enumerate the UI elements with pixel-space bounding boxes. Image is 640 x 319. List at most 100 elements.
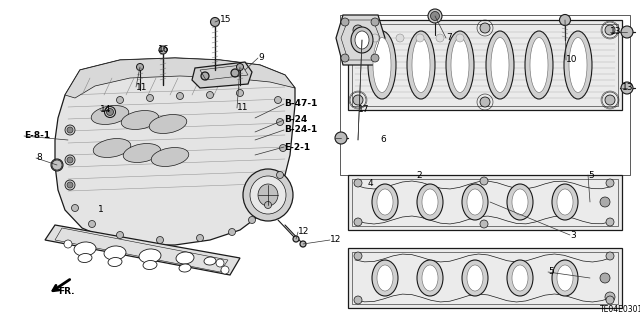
Ellipse shape (237, 90, 243, 97)
Text: TE04E0301: TE04E0301 (600, 305, 640, 314)
Text: E-2-1: E-2-1 (284, 143, 310, 152)
Text: 13: 13 (622, 84, 634, 93)
Ellipse shape (606, 252, 614, 260)
Ellipse shape (605, 25, 615, 35)
Text: 9: 9 (258, 54, 264, 63)
Ellipse shape (436, 34, 444, 42)
Ellipse shape (606, 179, 614, 187)
Text: 14: 14 (100, 106, 111, 115)
Ellipse shape (121, 111, 159, 130)
Ellipse shape (207, 92, 214, 99)
Text: 11: 11 (237, 103, 248, 113)
Ellipse shape (480, 177, 488, 185)
Ellipse shape (157, 236, 163, 243)
Ellipse shape (480, 97, 490, 107)
Ellipse shape (280, 145, 287, 152)
Ellipse shape (221, 266, 229, 274)
Ellipse shape (512, 189, 528, 215)
Polygon shape (348, 175, 622, 230)
Ellipse shape (417, 184, 443, 220)
Text: 15: 15 (220, 16, 232, 25)
Ellipse shape (176, 252, 194, 264)
Ellipse shape (446, 31, 474, 99)
Ellipse shape (351, 27, 373, 53)
Ellipse shape (416, 34, 424, 42)
Ellipse shape (371, 18, 379, 26)
Ellipse shape (92, 106, 129, 124)
Ellipse shape (605, 95, 615, 105)
Ellipse shape (428, 9, 442, 23)
Ellipse shape (276, 118, 284, 125)
Text: E-8-1: E-8-1 (24, 131, 50, 140)
Ellipse shape (179, 264, 191, 272)
Ellipse shape (600, 273, 610, 283)
Ellipse shape (104, 107, 115, 117)
Ellipse shape (525, 31, 553, 99)
Ellipse shape (431, 11, 440, 20)
Ellipse shape (467, 189, 483, 215)
Text: 5: 5 (548, 268, 554, 277)
Ellipse shape (371, 54, 379, 62)
Ellipse shape (621, 82, 633, 94)
Text: B-47-1: B-47-1 (284, 100, 317, 108)
Ellipse shape (600, 197, 610, 207)
Ellipse shape (552, 260, 578, 296)
Ellipse shape (143, 261, 157, 270)
Ellipse shape (557, 189, 573, 215)
Ellipse shape (74, 242, 96, 256)
Ellipse shape (88, 220, 95, 227)
Text: B-24-1: B-24-1 (284, 125, 317, 135)
Ellipse shape (136, 63, 143, 70)
Ellipse shape (373, 38, 391, 93)
Polygon shape (55, 58, 295, 245)
Text: 17: 17 (358, 106, 369, 115)
Ellipse shape (507, 184, 533, 220)
Ellipse shape (552, 184, 578, 220)
Polygon shape (348, 20, 622, 110)
Polygon shape (348, 248, 622, 308)
Ellipse shape (231, 69, 239, 77)
Polygon shape (45, 225, 240, 275)
Ellipse shape (116, 232, 124, 239)
Ellipse shape (564, 31, 592, 99)
Ellipse shape (480, 220, 488, 228)
Text: 6: 6 (380, 136, 386, 145)
Ellipse shape (64, 240, 72, 248)
Ellipse shape (422, 189, 438, 215)
Ellipse shape (417, 260, 443, 296)
Ellipse shape (250, 176, 286, 214)
Text: B-24: B-24 (284, 115, 307, 124)
Ellipse shape (275, 97, 282, 103)
Text: 4: 4 (368, 179, 374, 188)
Ellipse shape (355, 31, 369, 49)
Ellipse shape (67, 127, 73, 133)
Text: 7: 7 (446, 33, 452, 42)
Ellipse shape (67, 182, 73, 188)
Ellipse shape (486, 31, 514, 99)
Ellipse shape (67, 157, 73, 163)
Ellipse shape (147, 94, 154, 101)
Ellipse shape (216, 259, 224, 267)
Ellipse shape (368, 31, 396, 99)
Ellipse shape (67, 127, 74, 133)
Ellipse shape (507, 260, 533, 296)
Ellipse shape (116, 97, 124, 103)
Ellipse shape (159, 46, 167, 54)
Ellipse shape (124, 144, 161, 162)
Ellipse shape (65, 125, 75, 135)
Ellipse shape (65, 180, 75, 190)
Ellipse shape (276, 172, 284, 179)
Ellipse shape (412, 38, 430, 93)
Text: 10: 10 (566, 56, 577, 64)
Ellipse shape (67, 182, 74, 189)
Ellipse shape (491, 38, 509, 93)
Ellipse shape (93, 138, 131, 158)
Ellipse shape (293, 236, 299, 242)
Ellipse shape (512, 265, 528, 291)
Ellipse shape (106, 108, 113, 115)
Text: 16: 16 (158, 46, 170, 55)
Ellipse shape (51, 159, 63, 171)
Ellipse shape (353, 95, 363, 105)
Ellipse shape (341, 18, 349, 26)
Ellipse shape (467, 265, 483, 291)
